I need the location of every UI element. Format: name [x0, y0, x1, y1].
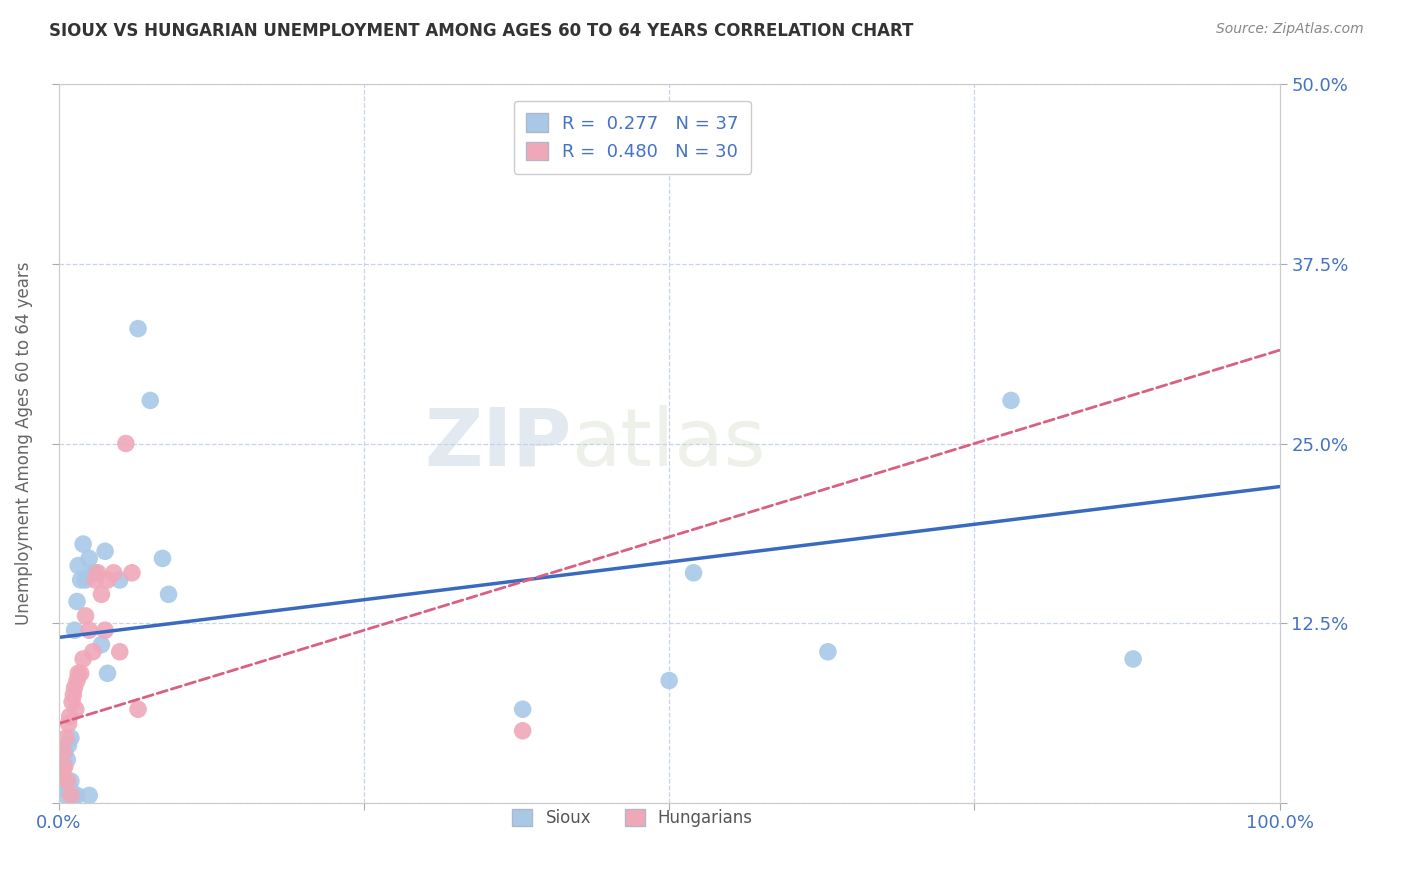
Point	[84, 566, 107, 580]
Point	[51, 767, 73, 781]
Point	[52, 760, 75, 774]
Text: SIOUX VS HUNGARIAN UNEMPLOYMENT AMONG AGES 60 TO 64 YEARS CORRELATION CHART: SIOUX VS HUNGARIAN UNEMPLOYMENT AMONG AG…	[49, 22, 914, 40]
Point	[682, 566, 704, 580]
Point	[56, 774, 79, 789]
Point	[59, 731, 82, 745]
Point	[1122, 652, 1144, 666]
Point	[56, 752, 79, 766]
Point	[69, 666, 91, 681]
Point	[62, 688, 84, 702]
Point	[90, 638, 112, 652]
Point	[59, 709, 82, 723]
Point	[67, 666, 90, 681]
Point	[55, 731, 77, 745]
Point	[59, 781, 82, 796]
Point	[55, 789, 77, 803]
Point	[72, 537, 94, 551]
Point	[108, 645, 131, 659]
Point	[127, 702, 149, 716]
Point	[75, 573, 97, 587]
Point	[51, 767, 73, 781]
Point	[75, 608, 97, 623]
Point	[58, 716, 80, 731]
Text: ZIP: ZIP	[425, 404, 571, 483]
Text: atlas: atlas	[571, 404, 766, 483]
Y-axis label: Unemployment Among Ages 60 to 64 years: Unemployment Among Ages 60 to 64 years	[15, 261, 32, 625]
Point	[157, 587, 180, 601]
Point	[82, 645, 104, 659]
Point	[152, 551, 174, 566]
Point	[127, 321, 149, 335]
Point	[53, 760, 76, 774]
Legend: Sioux, Hungarians: Sioux, Hungarians	[506, 802, 759, 834]
Point	[103, 566, 125, 580]
Point	[72, 652, 94, 666]
Point	[90, 587, 112, 601]
Point	[817, 645, 839, 659]
Point	[66, 673, 89, 688]
Point	[94, 544, 117, 558]
Point	[94, 624, 117, 638]
Point	[139, 393, 162, 408]
Point	[66, 789, 89, 803]
Point	[59, 774, 82, 789]
Point	[658, 673, 681, 688]
Point	[77, 624, 100, 638]
Point	[82, 566, 104, 580]
Point	[62, 789, 84, 803]
Point	[108, 573, 131, 587]
Point	[53, 745, 76, 759]
Point	[96, 573, 118, 587]
Point	[69, 573, 91, 587]
Point	[1000, 393, 1022, 408]
Point	[65, 702, 87, 716]
Point	[63, 624, 86, 638]
Point	[51, 781, 73, 796]
Point	[59, 789, 82, 803]
Point	[52, 745, 75, 759]
Point	[66, 594, 89, 608]
Point	[87, 566, 110, 580]
Text: Source: ZipAtlas.com: Source: ZipAtlas.com	[1216, 22, 1364, 37]
Point	[77, 789, 100, 803]
Point	[84, 573, 107, 587]
Point	[60, 695, 83, 709]
Point	[56, 774, 79, 789]
Point	[67, 558, 90, 573]
Point	[512, 702, 534, 716]
Point	[63, 681, 86, 695]
Point	[96, 666, 118, 681]
Point	[512, 723, 534, 738]
Point	[121, 566, 143, 580]
Point	[58, 738, 80, 752]
Point	[77, 551, 100, 566]
Point	[115, 436, 138, 450]
